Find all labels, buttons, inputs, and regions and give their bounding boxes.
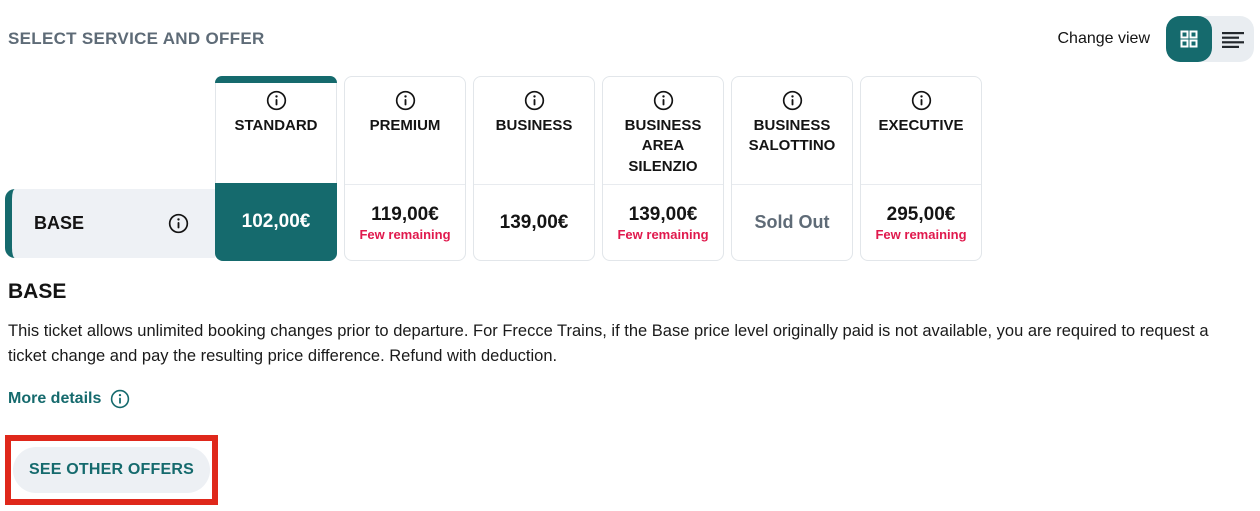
service-header: BUSINESS SALOTTINO <box>732 77 852 185</box>
service-name: BUSINESS SALOTTINO <box>748 117 836 155</box>
info-icon[interactable] <box>653 90 674 111</box>
price-note: Few remaining <box>359 226 451 242</box>
price-cell[interactable]: 102,00€ <box>215 183 337 261</box>
info-icon[interactable] <box>524 90 545 111</box>
offer-description: This ticket allows unlimited booking cha… <box>8 322 1209 366</box>
service-column-business[interactable]: BUSINESS 139,00€ <box>473 76 595 261</box>
price-note: Few remaining <box>875 226 967 242</box>
service-header: BUSINESS AREA SILENZIO <box>603 77 723 185</box>
more-details-label: More details <box>8 390 102 408</box>
info-icon[interactable] <box>266 90 287 111</box>
service-column-business-salottino[interactable]: BUSINESS SALOTTINO Sold Out <box>731 76 853 261</box>
info-icon[interactable] <box>395 90 416 111</box>
service-name: BUSINESS <box>495 117 573 134</box>
grid-view-icon <box>1178 28 1200 50</box>
list-view-button[interactable] <box>1212 16 1254 62</box>
price-value: 139,00€ <box>499 211 569 233</box>
service-name: EXECUTIVE <box>878 117 964 134</box>
grid-view-button[interactable] <box>1166 16 1212 62</box>
change-view-label: Change view <box>1057 30 1151 47</box>
sold-out-label: Sold Out <box>754 212 830 232</box>
info-icon[interactable] <box>911 90 932 111</box>
service-columns: STANDARD 102,00€ PREMIUM 119,00€ Few rem… <box>215 76 982 261</box>
price-cell[interactable]: 139,00€ <box>474 185 594 260</box>
price-value: 119,00€ <box>371 203 439 225</box>
service-header: PREMIUM <box>345 77 465 185</box>
top-bar: SELECT SERVICE AND OFFER Change view <box>8 14 1254 64</box>
service-header: BUSINESS <box>474 77 594 185</box>
price-cell[interactable]: 295,00€ Few remaining <box>861 185 981 260</box>
price-value: 295,00€ <box>886 203 956 225</box>
service-name: BUSINESS AREA SILENZIO <box>624 117 702 175</box>
offer-details-title: BASE <box>8 280 67 303</box>
price-value: 102,00€ <box>241 211 311 232</box>
info-icon[interactable] <box>168 213 189 234</box>
info-icon[interactable] <box>782 90 803 111</box>
more-details-link[interactable]: More details <box>8 389 130 409</box>
page-title: SELECT SERVICE AND OFFER <box>8 29 265 48</box>
service-header: STANDARD <box>216 83 336 184</box>
service-name: STANDARD <box>234 117 318 134</box>
view-toggle <box>1166 16 1254 62</box>
offer-row-base: BASE <box>5 189 215 258</box>
service-name: PREMIUM <box>369 117 441 134</box>
price-cell[interactable]: 139,00€ Few remaining <box>603 185 723 260</box>
info-icon <box>110 389 130 409</box>
offer-row-name: BASE <box>34 213 85 233</box>
price-cell[interactable]: 119,00€ Few remaining <box>345 185 465 260</box>
price-note: Few remaining <box>617 226 709 242</box>
service-column-business-area-silenzio[interactable]: BUSINESS AREA SILENZIO 139,00€ Few remai… <box>602 76 724 261</box>
price-value: 139,00€ <box>628 203 698 225</box>
service-column-executive[interactable]: EXECUTIVE 295,00€ Few remaining <box>860 76 982 261</box>
selected-accent-bar <box>215 76 337 83</box>
offer-details-section: BASE This ticket allows unlimited bookin… <box>8 280 1226 409</box>
see-other-offers-button[interactable]: SEE OTHER OFFERS <box>13 447 210 493</box>
service-column-premium[interactable]: PREMIUM 119,00€ Few remaining <box>344 76 466 261</box>
list-view-icon <box>1221 29 1245 49</box>
red-highlight-annotation: SEE OTHER OFFERS <box>5 435 218 505</box>
service-column-standard[interactable]: STANDARD 102,00€ <box>215 76 337 261</box>
service-header: EXECUTIVE <box>861 77 981 185</box>
view-controls: Change view <box>1057 16 1254 62</box>
price-cell: Sold Out <box>732 185 852 260</box>
